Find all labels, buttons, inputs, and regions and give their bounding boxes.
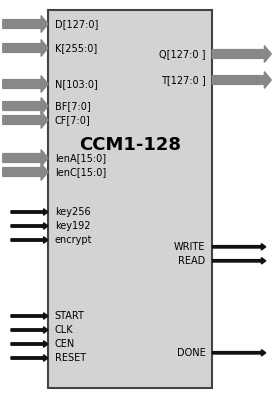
Text: CF[7:0]: CF[7:0] (55, 115, 90, 125)
FancyArrow shape (212, 72, 271, 88)
FancyArrow shape (3, 112, 48, 128)
FancyArrow shape (3, 98, 48, 114)
Text: CEN: CEN (55, 339, 75, 349)
Text: WRITE: WRITE (174, 242, 206, 252)
FancyArrow shape (212, 46, 271, 62)
Text: key192: key192 (55, 221, 90, 231)
Text: lenC[15:0]: lenC[15:0] (55, 167, 106, 177)
Text: key256: key256 (55, 207, 90, 217)
FancyArrow shape (212, 350, 266, 356)
FancyArrow shape (11, 223, 48, 229)
FancyArrow shape (3, 76, 48, 92)
Text: encrypt: encrypt (55, 235, 92, 245)
FancyArrow shape (11, 341, 48, 347)
FancyArrow shape (3, 40, 48, 56)
FancyArrow shape (3, 16, 48, 32)
FancyArrow shape (11, 209, 48, 215)
Text: READ: READ (178, 256, 206, 266)
FancyArrow shape (11, 327, 48, 333)
Text: N[103:0]: N[103:0] (55, 79, 98, 89)
FancyArrow shape (11, 313, 48, 319)
FancyArrow shape (11, 355, 48, 361)
FancyArrow shape (11, 237, 48, 243)
Text: CCM1-128: CCM1-128 (79, 136, 181, 154)
Text: START: START (55, 311, 85, 321)
FancyArrow shape (3, 164, 48, 180)
FancyArrow shape (3, 150, 48, 166)
Text: D[127:0]: D[127:0] (55, 19, 98, 29)
Text: CLK: CLK (55, 325, 73, 335)
Text: K[255:0]: K[255:0] (55, 43, 97, 53)
Text: DONE: DONE (177, 348, 206, 358)
Text: RESET: RESET (55, 353, 86, 363)
Text: lenA[15:0]: lenA[15:0] (55, 153, 106, 163)
FancyArrow shape (212, 244, 266, 250)
FancyArrow shape (212, 258, 266, 264)
Text: BF[7:0]: BF[7:0] (55, 101, 90, 111)
Bar (48, 10, 212, 388)
Text: T[127:0 ]: T[127:0 ] (161, 75, 206, 85)
Text: Q[127:0 ]: Q[127:0 ] (159, 49, 206, 59)
